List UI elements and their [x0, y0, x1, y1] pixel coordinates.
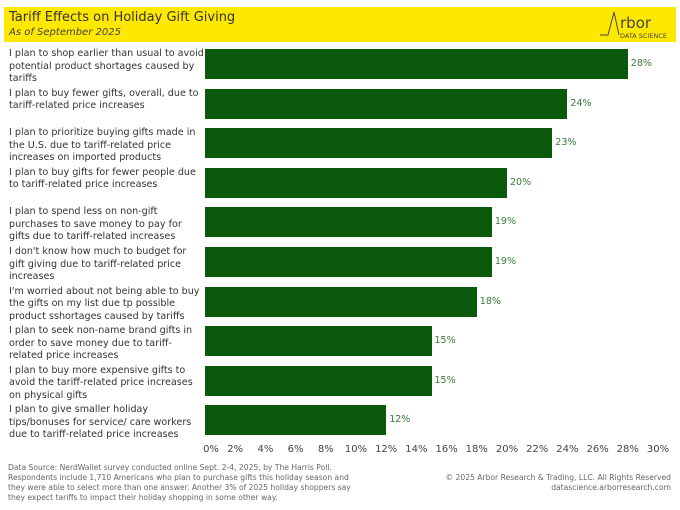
value-label: 15% — [434, 374, 456, 386]
x-tick-label: 22% — [526, 444, 549, 455]
bar — [205, 167, 507, 198]
x-tick-label: 20% — [495, 444, 519, 455]
bar — [205, 128, 553, 159]
website: datascience.arborresearch.com — [551, 483, 671, 492]
value-label: 28% — [630, 58, 652, 69]
value-label: 23% — [555, 137, 577, 149]
x-tick-label: 2% — [227, 444, 244, 455]
x-tick-label: 12% — [375, 444, 398, 455]
category-label: I plan to buy gifts for fewer people due… — [9, 166, 196, 191]
x-tick-label: 14% — [405, 444, 428, 455]
category-label: I plan to prioritize buying gifts made i… — [9, 127, 196, 164]
bar — [205, 365, 432, 396]
bar — [205, 88, 568, 119]
category-label: I don't know how much to budget for gift… — [9, 246, 187, 282]
chart-subtitle: As of September 2025 — [9, 27, 121, 38]
chart-title: Tariff Effects on Holiday Gift Giving — [9, 10, 236, 25]
value-label: 20% — [510, 176, 532, 188]
value-label: 12% — [389, 414, 411, 426]
value-label: 19% — [494, 216, 517, 228]
x-tick-label: 18% — [465, 444, 488, 455]
category-label: I plan to seek non-name brand gifts in o… — [9, 325, 193, 362]
bar — [205, 49, 628, 79]
x-tick-label: 4% — [257, 444, 274, 455]
copyright-block: © 2025 Arbor Research & Trading, LLC. Al… — [446, 473, 671, 493]
bar — [205, 405, 387, 436]
x-tick-label: 6% — [287, 444, 304, 455]
category-label: I plan to spend less on non-gift purchas… — [9, 206, 182, 243]
svg-text:DATA SCIENCE: DATA SCIENCE — [620, 32, 667, 40]
arbor-logo: rbor DATA SCIENCE — [600, 11, 667, 40]
category-label: I plan to buy fewer gifts, overall, due … — [9, 87, 199, 112]
value-label: 18% — [479, 295, 501, 307]
x-tick-label: 10% — [344, 444, 368, 455]
bar — [205, 286, 477, 317]
x-tick-label: 8% — [317, 444, 334, 455]
value-label: 15% — [434, 335, 456, 347]
category-label: I plan to give smaller holiday tips/bonu… — [9, 404, 192, 441]
bar — [205, 247, 492, 277]
x-tick-label: 30% — [646, 444, 670, 455]
x-tick-label: 26% — [586, 444, 609, 455]
x-tick-label: 0% — [203, 444, 219, 455]
header-banner: Tariff Effects on Holiday Gift Giving As… — [4, 7, 676, 42]
copyright: © 2025 Arbor Research & Trading, LLC. Al… — [445, 473, 671, 482]
category-label: I plan to buy more expensive gifts to av… — [9, 364, 193, 401]
bar — [205, 207, 492, 238]
category-label: I'm worried about not being able to buy … — [9, 285, 200, 322]
value-label: 24% — [570, 97, 592, 109]
x-tick-label: 16% — [435, 444, 458, 455]
bar — [205, 326, 432, 357]
category-label: I plan to shop earlier than usual to avo… — [9, 48, 204, 84]
x-tick-label: 28% — [616, 444, 639, 455]
data-source-note: Data Source: NerdWallet survey conducted… — [8, 463, 351, 502]
bar-chart: I plan to shop earlier than usual to avo… — [9, 48, 670, 455]
svg-text:rbor: rbor — [620, 14, 652, 32]
value-label: 19% — [494, 256, 517, 267]
x-tick-label: 24% — [556, 444, 579, 455]
